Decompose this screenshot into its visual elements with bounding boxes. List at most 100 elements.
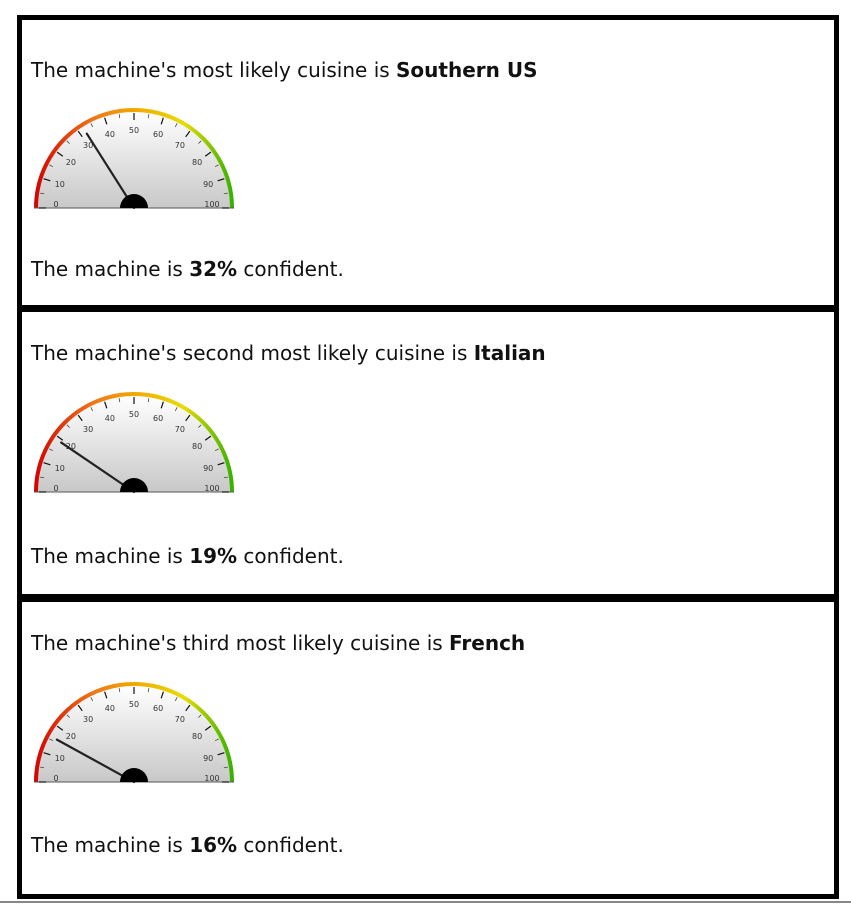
gauge-tick-label: 90 bbox=[203, 754, 213, 763]
gauge-tick bbox=[204, 151, 212, 157]
gauge-face bbox=[38, 396, 230, 492]
gauge-tick-label: 50 bbox=[129, 700, 139, 709]
gauge-tick bbox=[217, 462, 225, 466]
gauge-tick-label: 40 bbox=[105, 704, 115, 713]
gauge-tick-label: 60 bbox=[153, 414, 163, 423]
gauge-tick bbox=[43, 462, 51, 466]
heading-prefix: The machine's most likely cuisine is bbox=[31, 58, 397, 82]
gauge-minor-tick bbox=[223, 766, 228, 769]
confidence-value: 16% bbox=[189, 833, 238, 857]
gauge-tick-label: 80 bbox=[192, 442, 202, 451]
cuisine-name: French bbox=[449, 631, 526, 655]
confidence-value: 19% bbox=[189, 544, 238, 568]
cuisine-name: Southern US bbox=[396, 58, 538, 82]
gauge-minor-tick bbox=[223, 476, 228, 479]
gauge-tick bbox=[77, 130, 83, 138]
gauge-tick bbox=[185, 414, 191, 422]
gauge-tick-label: 100 bbox=[204, 200, 219, 209]
gauge-tick-label: 70 bbox=[175, 425, 185, 434]
gauge-minor-tick bbox=[147, 398, 150, 403]
confidence-gauge: 0 10 20 30 40 50 60 70 80 90 100 bbox=[34, 108, 234, 210]
gauge-tick bbox=[77, 414, 83, 422]
gauge-tick-label: 20 bbox=[66, 442, 76, 451]
gauge-minor-tick bbox=[40, 192, 45, 195]
cuisine-name: Italian bbox=[473, 341, 546, 365]
gauge-tick-label: 10 bbox=[55, 180, 65, 189]
gauge-minor-tick bbox=[147, 114, 150, 119]
gauge-tick bbox=[217, 752, 225, 756]
confidence-prefix: The machine is bbox=[31, 833, 190, 857]
prediction-panel-first: The machine's most likely cuisine is Sou… bbox=[17, 15, 839, 310]
gauge-minor-tick bbox=[174, 123, 178, 128]
gauge-tick bbox=[204, 725, 212, 731]
confidence-prefix: The machine is bbox=[31, 257, 190, 281]
gauge-minor-tick bbox=[174, 697, 178, 702]
prediction-panel-third: The machine's third most likely cuisine … bbox=[17, 597, 839, 899]
gauge-tick bbox=[77, 704, 83, 712]
heading-prefix: The machine's second most likely cuisine… bbox=[31, 341, 474, 365]
prediction-panel-second: The machine's second most likely cuisine… bbox=[17, 307, 839, 599]
gauge-tick bbox=[104, 401, 108, 409]
gauge-tick-label: 0 bbox=[53, 200, 58, 209]
gauge-tick-label: 10 bbox=[55, 464, 65, 473]
gauge-tick-label: 50 bbox=[129, 126, 139, 135]
gauge-minor-tick bbox=[214, 448, 219, 452]
gauge-tick bbox=[104, 691, 108, 699]
gauge-face bbox=[38, 112, 230, 208]
gauge-minor-tick bbox=[40, 476, 45, 479]
gauge-tick-label: 20 bbox=[66, 158, 76, 167]
gauge-tick bbox=[56, 435, 64, 441]
gauge-tick bbox=[160, 401, 164, 409]
confidence-text: The machine is 32% confident. bbox=[31, 256, 344, 282]
gauge-tick-label: 40 bbox=[105, 414, 115, 423]
bottom-divider bbox=[0, 901, 851, 903]
prediction-heading: The machine's third most likely cuisine … bbox=[31, 630, 525, 656]
gauge-hub bbox=[120, 478, 148, 492]
gauge-minor-tick bbox=[90, 697, 94, 702]
gauge-tick-label: 70 bbox=[175, 715, 185, 724]
gauge-needle bbox=[85, 132, 136, 210]
gauge-tick bbox=[56, 151, 64, 157]
confidence-suffix: confident. bbox=[237, 544, 344, 568]
confidence-value: 32% bbox=[189, 257, 238, 281]
gauge-minor-tick bbox=[49, 164, 54, 168]
gauge-needle bbox=[55, 738, 136, 784]
confidence-prefix: The machine is bbox=[31, 544, 190, 568]
gauge-tick-label: 0 bbox=[53, 774, 58, 783]
heading-prefix: The machine's third most likely cuisine … bbox=[31, 631, 450, 655]
gauge-tick-label: 50 bbox=[129, 410, 139, 419]
gauge-tick-label: 100 bbox=[204, 484, 219, 493]
gauge-hub bbox=[120, 768, 148, 782]
confidence-suffix: confident. bbox=[237, 257, 344, 281]
gauge-hub bbox=[120, 194, 148, 208]
gauge-minor-tick bbox=[66, 714, 70, 718]
gauge-minor-tick bbox=[223, 192, 228, 195]
gauge-tick-label: 40 bbox=[105, 130, 115, 139]
gauge-tick bbox=[43, 752, 51, 756]
gauge-minor-tick bbox=[214, 738, 219, 742]
gauge-minor-tick bbox=[198, 714, 202, 718]
gauge-minor-tick bbox=[49, 448, 54, 452]
gauge-tick-label: 90 bbox=[203, 464, 213, 473]
gauge-minor-tick bbox=[66, 140, 70, 144]
gauge-minor-tick bbox=[198, 140, 202, 144]
gauge-minor-tick bbox=[118, 398, 121, 403]
confidence-gauge: 0 10 20 30 40 50 60 70 80 90 100 bbox=[34, 682, 234, 784]
gauge-minor-tick bbox=[90, 123, 94, 128]
gauge-tick bbox=[185, 704, 191, 712]
gauge-tick-label: 80 bbox=[192, 158, 202, 167]
gauge-tick bbox=[185, 130, 191, 138]
gauge-minor-tick bbox=[90, 407, 94, 412]
gauge-tick-label: 10 bbox=[55, 754, 65, 763]
gauge-minor-tick bbox=[118, 114, 121, 119]
gauge-tick bbox=[204, 435, 212, 441]
gauge-tick-label: 30 bbox=[83, 715, 93, 724]
gauge-needle bbox=[60, 441, 136, 494]
gauge-tick-label: 60 bbox=[153, 130, 163, 139]
gauge-tick bbox=[217, 178, 225, 182]
prediction-heading: The machine's second most likely cuisine… bbox=[31, 340, 546, 366]
gauge-minor-tick bbox=[49, 738, 54, 742]
confidence-text: The machine is 19% confident. bbox=[31, 543, 344, 569]
gauge-minor-tick bbox=[118, 688, 121, 693]
gauge-tick bbox=[56, 725, 64, 731]
